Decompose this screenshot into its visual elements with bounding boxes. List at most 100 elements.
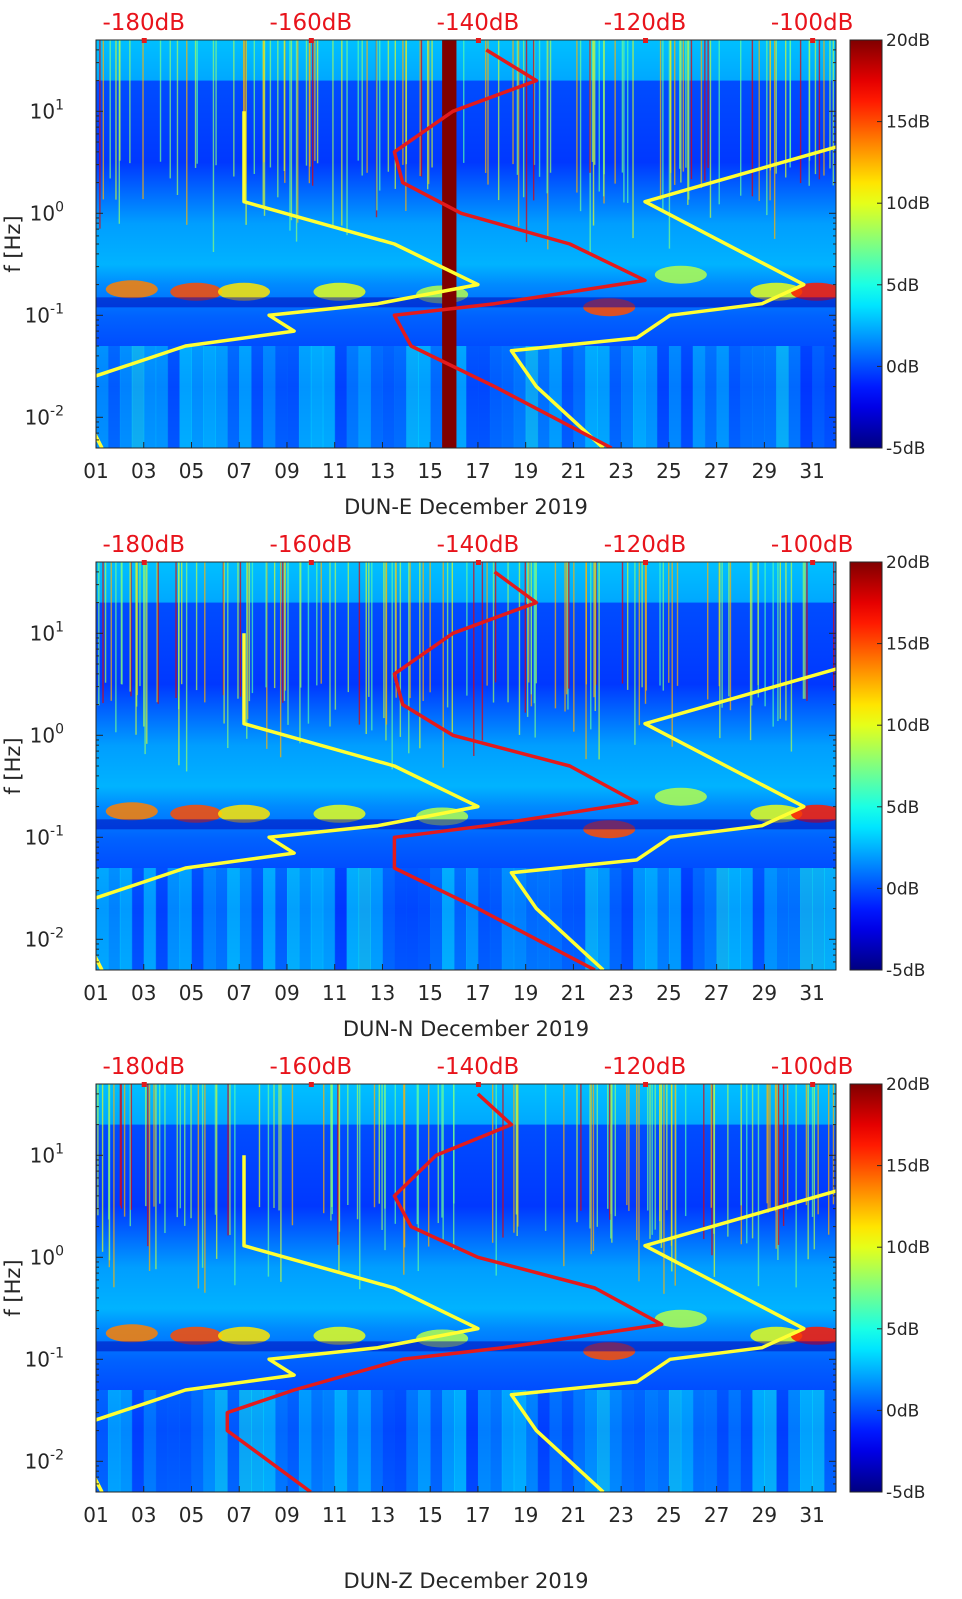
- y-tick-base: 10: [25, 825, 50, 849]
- transient-streak: [284, 562, 286, 691]
- transient-streak: [596, 1084, 598, 1227]
- transient-streak: [239, 562, 242, 697]
- transient-streak: [827, 1084, 830, 1235]
- transient-streak: [767, 1084, 769, 1213]
- x-axis-label: DUN-N December 2019: [343, 1017, 589, 1041]
- x-tick-label: 07: [226, 1503, 251, 1527]
- x-tick-label: 23: [608, 459, 633, 483]
- y-tick-exponent: -2: [50, 1447, 64, 1463]
- transient-streak: [237, 562, 239, 699]
- x-tick-label: 07: [226, 981, 251, 1005]
- lowfreq-band: [489, 1390, 503, 1492]
- microseism-blob: [313, 804, 366, 823]
- lowfreq-band: [227, 868, 240, 970]
- lowfreq-band: [740, 346, 753, 448]
- y-tick-label: 10-2: [25, 925, 64, 951]
- transient-streak: [431, 40, 433, 168]
- transient-streak: [297, 40, 299, 223]
- psd-axis-marker: [810, 560, 816, 565]
- x-tick-label: 19: [513, 459, 538, 483]
- transient-streak: [347, 1084, 349, 1206]
- transient-streak: [452, 1084, 455, 1250]
- lowfreq-band: [561, 346, 574, 448]
- y-tick-exponent: 0: [55, 721, 64, 737]
- transient-streak: [589, 40, 591, 173]
- microseism-blob: [218, 1326, 270, 1345]
- transient-streak: [373, 1084, 376, 1208]
- y-axis-label: f [Hz]: [1, 1259, 25, 1316]
- transient-streak: [283, 40, 286, 172]
- lowfreq-band: [621, 868, 634, 970]
- lowfreq-band: [788, 346, 801, 448]
- transient-streak: [473, 562, 475, 756]
- lowfreq-band: [812, 1390, 825, 1492]
- transient-streak: [518, 562, 521, 735]
- transient-streak: [204, 1084, 206, 1293]
- lowfreq-band: [310, 868, 324, 970]
- transient-streak: [567, 562, 569, 710]
- x-tick-label: 27: [704, 981, 729, 1005]
- psd-axis-marker: [308, 560, 314, 565]
- transient-streak: [130, 1084, 133, 1210]
- transient-streak: [223, 562, 225, 724]
- lowfreq-band: [501, 868, 515, 970]
- transient-streak: [280, 1084, 282, 1282]
- transient-streak: [378, 1084, 380, 1204]
- colorbar: [849, 1083, 883, 1493]
- y-tick-label: 10-1: [25, 301, 64, 327]
- transient-streak: [807, 1084, 809, 1260]
- psd-axis-label: -120dB: [604, 532, 687, 558]
- transient-streak: [115, 562, 117, 733]
- transient-streak: [263, 40, 266, 216]
- lowfreq-band: [776, 346, 789, 448]
- lowfreq-band: [549, 868, 562, 970]
- transient-streak: [323, 1084, 325, 1214]
- colorbar-label: 5dB: [886, 1320, 919, 1340]
- microseism-blob: [105, 1324, 158, 1343]
- x-tick-label: 25: [656, 981, 681, 1005]
- x-tick-label: 09: [274, 1503, 299, 1527]
- colorbar-label: 5dB: [886, 276, 919, 296]
- x-tick-label: 29: [752, 981, 777, 1005]
- psd-axis-label: -100dB: [771, 1054, 854, 1080]
- y-tick-base: 10: [25, 1449, 50, 1473]
- lowfreq-band: [656, 346, 670, 448]
- lowfreq-band: [752, 346, 765, 448]
- transient-streak: [383, 562, 385, 719]
- lowfreq-band: [597, 1390, 610, 1492]
- lowfreq-band: [430, 346, 443, 448]
- transient-streak: [590, 1084, 592, 1255]
- transient-streak: [194, 40, 197, 168]
- transient-streak: [277, 40, 279, 198]
- lowfreq-band: [418, 1390, 431, 1492]
- lowfreq-band: [454, 868, 467, 970]
- lowfreq-band: [680, 1390, 694, 1492]
- psd-axis-label: -180dB: [102, 10, 185, 36]
- transient-streak: [516, 40, 519, 175]
- transient-streak: [789, 40, 791, 168]
- x-tick-label: 01: [83, 981, 108, 1005]
- psd-axis-marker: [475, 560, 481, 565]
- y-tick-base: 10: [30, 1143, 55, 1167]
- lowfreq-band: [143, 1390, 157, 1492]
- x-tick-label: 13: [370, 459, 395, 483]
- transient-streak: [580, 1084, 582, 1211]
- lowfreq-band: [513, 346, 527, 448]
- psd-axis-marker: [643, 560, 649, 565]
- series-line-noise-model-low-: [96, 1155, 480, 1492]
- transient-streak: [533, 562, 535, 704]
- psd-axis-marker: [643, 1082, 649, 1087]
- lowfreq-band: [716, 1390, 730, 1492]
- data-gap: [442, 40, 457, 448]
- microseism-blob: [170, 804, 223, 823]
- transient-streak: [290, 40, 293, 221]
- psd-axis-label: -100dB: [771, 532, 854, 558]
- lowfreq-band: [179, 1390, 192, 1492]
- x-tick-label: 03: [131, 1503, 156, 1527]
- transient-streak: [267, 1084, 270, 1277]
- x-tick-label: 09: [274, 459, 299, 483]
- transient-streak: [120, 1084, 123, 1209]
- lowfreq-band: [466, 346, 479, 448]
- x-axis-label: DUN-Z December 2019: [344, 1569, 589, 1593]
- transient-streak: [804, 562, 806, 699]
